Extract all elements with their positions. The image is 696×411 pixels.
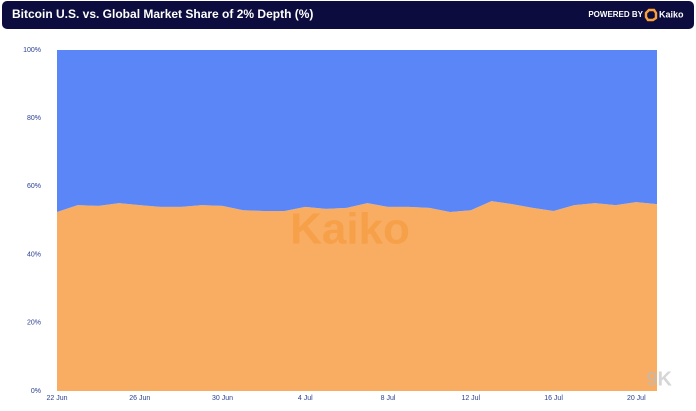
corner-watermark: 9K	[646, 368, 672, 390]
y-tick-label: 80%	[27, 115, 41, 122]
brand-logo	[644, 8, 658, 22]
brand-name: Kaiko	[659, 9, 684, 19]
y-tick-label: 100%	[23, 47, 41, 54]
x-tick-label: 16 Jul	[544, 395, 563, 402]
x-tick-label: 30 Jun	[212, 395, 233, 402]
x-tick-label: 8 Jul	[381, 395, 396, 402]
brand-prefix: POWERED BY	[588, 10, 643, 19]
y-tick-label: 40%	[27, 251, 41, 258]
y-tick-label: 0%	[31, 388, 41, 395]
area	[57, 201, 657, 391]
chart-title: Bitcoin U.S. vs. Global Market Share of …	[12, 7, 313, 21]
y-tick-label: 60%	[27, 183, 41, 190]
plot-area	[57, 50, 657, 391]
header-bar	[2, 1, 694, 29]
y-tick-label: 20%	[27, 320, 41, 327]
x-tick-label: 12 Jul	[461, 395, 480, 402]
x-tick-label: 26 Jun	[129, 395, 150, 402]
area	[57, 50, 657, 212]
x-tick-label: 20 Jul	[627, 395, 646, 402]
watermark: Kaiko	[290, 205, 410, 254]
x-tick-label: 22 Jun	[46, 395, 67, 402]
x-tick-label: 4 Jul	[298, 395, 313, 402]
